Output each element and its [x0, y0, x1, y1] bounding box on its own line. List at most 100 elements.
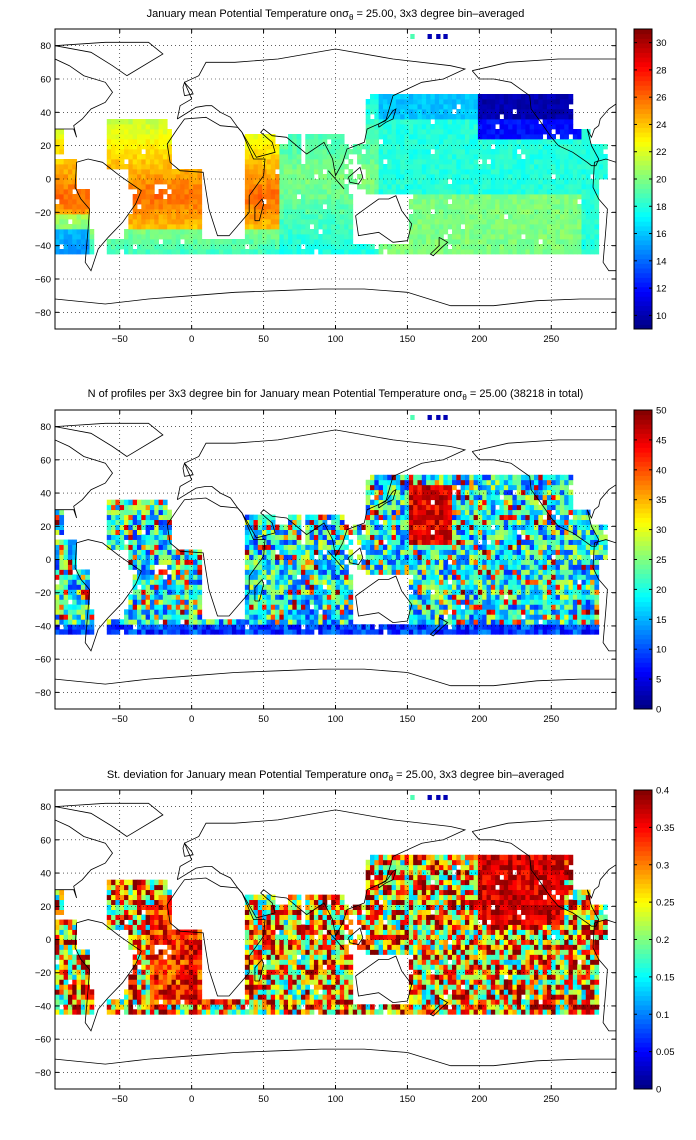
- heatmap-cell: [387, 164, 392, 170]
- heatmap-cell: [357, 249, 362, 255]
- heatmap-cell: [477, 599, 483, 605]
- heatmap-cell: [262, 614, 267, 620]
- heatmap-cell: [395, 104, 401, 110]
- heatmap-cell: [529, 174, 535, 180]
- heatmap-cell: [218, 239, 224, 245]
- heatmap-cell: [365, 174, 371, 180]
- heatmap-cell: [72, 564, 77, 570]
- heatmap-cell: [464, 94, 470, 100]
- heatmap-cell: [115, 129, 121, 135]
- heatmap-cell: [175, 229, 181, 235]
- coastline: [592, 158, 616, 272]
- heatmap-cell: [486, 479, 492, 486]
- heatmap-cell: [322, 529, 328, 535]
- heatmap-cell: [508, 209, 513, 215]
- heatmap-cell: [417, 509, 423, 516]
- heatmap-cell: [72, 209, 77, 215]
- heatmap-cell: [464, 154, 470, 160]
- heatmap-cell: [421, 124, 427, 130]
- heatmap-cell: [111, 619, 116, 625]
- heatmap-cell: [490, 559, 496, 565]
- heatmap-cell: [257, 609, 263, 615]
- heatmap-cell: [296, 139, 302, 145]
- heatmap-cell: [132, 549, 138, 555]
- heatmap-cell: [538, 124, 544, 130]
- heatmap-cell: [426, 474, 431, 481]
- heatmap-cell: [469, 579, 474, 585]
- heatmap-cell: [452, 114, 457, 120]
- heatmap-cell: [413, 484, 418, 491]
- heatmap-cell: [162, 614, 168, 620]
- heatmap-cell: [408, 599, 414, 605]
- heatmap-cell: [404, 489, 410, 496]
- heatmap-cell: [395, 624, 401, 630]
- heatmap-cell: [594, 204, 600, 210]
- heatmap-cell: [378, 624, 384, 630]
- heatmap-cell: [67, 249, 73, 255]
- heatmap-cell: [124, 544, 129, 550]
- heatmap-cell: [141, 604, 147, 610]
- heatmap-cell: [128, 604, 134, 610]
- heatmap-cell: [404, 519, 410, 526]
- heatmap-cell: [244, 134, 250, 140]
- heatmap-cell: [382, 479, 388, 486]
- heatmap-cell: [534, 174, 539, 180]
- heatmap-cell: [59, 554, 65, 560]
- heatmap-cell: [270, 594, 276, 600]
- colorbar-segment: [634, 268, 652, 274]
- heatmap-cell: [577, 209, 582, 215]
- heatmap-cell: [460, 609, 466, 615]
- colorbar-segment: [634, 183, 652, 189]
- heatmap-cell: [253, 589, 259, 595]
- heatmap-cell: [542, 164, 548, 170]
- heatmap-cell: [72, 164, 77, 170]
- heatmap-cell: [486, 564, 492, 570]
- heatmap-cell: [145, 594, 151, 600]
- heatmap-cell: [111, 539, 116, 545]
- heatmap-cell: [503, 119, 509, 125]
- heatmap-cell: [292, 204, 298, 210]
- heatmap-cell: [387, 489, 392, 496]
- heatmap-cell: [89, 614, 95, 620]
- heatmap-cell: [309, 204, 315, 210]
- heatmap-cell: [443, 219, 449, 225]
- heatmap-cell: [434, 204, 440, 210]
- heatmap-cell: [413, 129, 418, 135]
- heatmap-cell: [309, 179, 315, 185]
- heatmap-cell: [249, 609, 254, 615]
- coastlines: [55, 41, 616, 307]
- heatmap-cell: [473, 109, 479, 115]
- heatmap-cell: [495, 249, 500, 255]
- heatmap-cell: [257, 179, 263, 185]
- heatmap-cell: [430, 569, 436, 575]
- heatmap-cell: [538, 134, 544, 140]
- heatmap-cell: [378, 179, 384, 185]
- heatmap-cell: [382, 109, 388, 115]
- heatmap-cell: [305, 164, 311, 170]
- heatmap-cell: [141, 594, 147, 600]
- heatmap-cell: [370, 134, 375, 140]
- heatmap-cell: [521, 184, 526, 190]
- heatmap-cell: [167, 179, 172, 185]
- heatmap-cell: [305, 514, 311, 521]
- heatmap-cell: [141, 524, 147, 530]
- heatmap-cell: [460, 504, 466, 511]
- heatmap-cell: [292, 199, 298, 205]
- heatmap-cell: [322, 219, 328, 225]
- heatmap-cell: [495, 564, 500, 570]
- heatmap-cell: [158, 249, 164, 255]
- heatmap-cell: [262, 569, 267, 575]
- heatmap-cell: [59, 539, 65, 545]
- heatmap-cell: [521, 109, 526, 115]
- heatmap-cell: [434, 179, 440, 185]
- heatmap-cell: [559, 224, 565, 230]
- heatmap-cell: [167, 544, 172, 550]
- heatmap-cell: [387, 564, 392, 570]
- heatmap-cell: [76, 579, 82, 585]
- heatmap-cell: [417, 499, 423, 506]
- heatmap-cell: [439, 219, 444, 225]
- heatmap-cell: [275, 539, 280, 545]
- heatmap-cell: [434, 499, 440, 506]
- heatmap-cell: [339, 229, 345, 235]
- heatmap-cell: [482, 154, 487, 160]
